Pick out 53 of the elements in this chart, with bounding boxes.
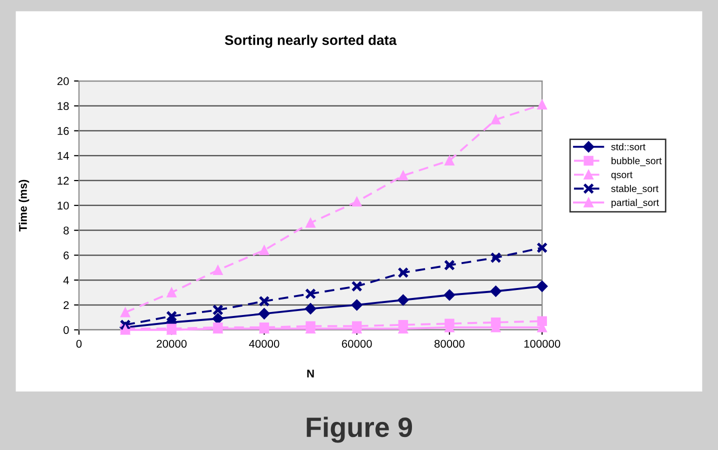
x-tick-label: 100000 [524,340,560,348]
point [259,245,270,256]
point [490,114,501,124]
point [258,296,270,307]
chart-title: Sorting nearly sorted data [224,34,397,48]
y-tick-label: 2 [64,301,69,309]
legend-label: bubble_sort [612,157,662,166]
y-tick-label: 4 [63,276,69,284]
y-tick-label: 10 [58,202,69,210]
legend-label: stable_sort [611,184,658,194]
point [444,260,456,271]
legend-label: qsort [611,172,632,180]
x-tick-label: 80000 [434,340,464,348]
y-tick-label: 18 [58,102,69,110]
point [212,304,224,316]
point [306,218,316,228]
x-axis-title: N [307,370,314,378]
point [490,252,502,264]
legend-label: std::sort [611,143,646,150]
x-tick-label: 40000 [249,340,280,348]
point [213,265,223,275]
x-tick-label: 20000 [156,340,187,348]
y-tick-label: 16 [58,127,69,135]
caption: Figure 9 [306,416,412,443]
point [351,299,362,311]
point [398,294,409,306]
point [536,242,548,254]
legend-label: partial_sort [612,198,659,208]
point [304,288,316,300]
y-axis-title: Time (ms) [18,180,30,232]
point [537,316,547,326]
point [444,289,456,301]
point [537,100,547,110]
point [352,196,362,207]
y-tick-label: 0 [64,326,69,334]
y-tick-label: 12 [58,176,69,185]
point [258,308,270,320]
y-tick-label: 14 [58,152,69,160]
point [536,280,548,292]
x-tick-label: 0 [76,340,82,348]
point [490,286,502,297]
point [444,156,454,166]
point [398,267,409,278]
y-tick-label: 6 [64,251,69,260]
point [304,303,316,314]
point [351,280,362,292]
point [166,288,176,298]
point [120,308,130,318]
point [398,170,408,180]
point [166,310,178,322]
x-tick-label: 60000 [342,340,372,348]
y-tick-label: 20 [57,77,69,86]
y-tick-label: 8 [64,226,69,234]
